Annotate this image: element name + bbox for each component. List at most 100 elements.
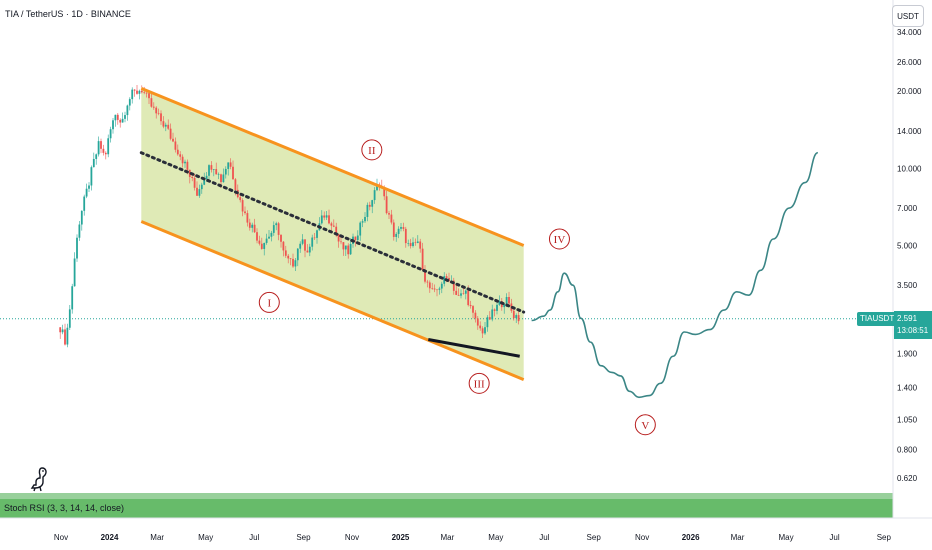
candle-body <box>462 293 465 294</box>
candle-body <box>128 99 131 106</box>
candle-body <box>296 248 299 261</box>
candle-body <box>196 187 198 196</box>
candle-body <box>186 161 189 170</box>
candle-body <box>114 114 117 121</box>
candle-body <box>272 225 275 233</box>
candle-body <box>335 226 338 235</box>
candle-body <box>498 301 501 305</box>
price-axis[interactable]: 34.000 26.000 20.000 14.000 10.000 7.000 5.000… <box>897 28 922 483</box>
candle-body <box>152 106 155 108</box>
candle-body <box>112 120 114 130</box>
candle-body <box>354 236 357 241</box>
candle-body <box>366 204 369 217</box>
candle-body <box>440 283 443 289</box>
candle-body <box>239 197 242 201</box>
currency-button[interactable]: USDT <box>892 5 924 27</box>
candle-body <box>181 156 184 164</box>
wave-label: I <box>267 297 271 309</box>
candle-body <box>330 223 333 226</box>
candle-body <box>157 113 160 114</box>
candle-body <box>414 242 417 243</box>
candle-body <box>100 141 102 149</box>
candle-body <box>71 286 74 310</box>
candle-body <box>438 288 441 290</box>
candle-body <box>179 154 182 157</box>
wave-label-circle <box>468 372 490 394</box>
candle-body <box>136 90 138 94</box>
time-axis[interactable]: Nov 2024 Mar May Jul Sep Nov 2025 Mar May Jul Sep No… <box>54 533 892 542</box>
candle-body <box>109 129 112 139</box>
candle-body <box>332 225 335 227</box>
channel-layer <box>141 88 524 380</box>
wave-label: V <box>641 420 649 432</box>
candle-body <box>126 105 129 116</box>
candle-body <box>388 213 390 215</box>
candle-body <box>517 315 520 322</box>
candle-body <box>474 312 477 319</box>
projection-path <box>531 151 819 399</box>
candle-body <box>145 92 148 94</box>
candle-body <box>342 242 345 250</box>
time-tick-label: 2025 <box>392 533 410 542</box>
candle-body <box>294 260 297 267</box>
candle-body <box>503 304 506 308</box>
candle-body <box>289 258 292 260</box>
channel-upper-line <box>140 86 525 247</box>
time-tick-label: Jul <box>829 533 839 542</box>
candle-body <box>198 189 201 196</box>
candle-body <box>275 223 278 226</box>
candle-body <box>121 118 124 123</box>
time-tick-label: Mar <box>731 533 745 542</box>
time-tick-label: 2024 <box>101 533 119 542</box>
candle-body <box>66 327 69 345</box>
candle-body <box>116 114 119 120</box>
support-line <box>428 338 520 358</box>
candle-body <box>460 293 462 296</box>
candle-body <box>433 288 436 290</box>
candle-body <box>212 169 215 170</box>
candle-body <box>143 92 146 93</box>
candle-body <box>421 248 424 270</box>
candle-body <box>376 184 378 191</box>
candle-body <box>359 222 362 236</box>
price-tick-label: 14.000 <box>897 127 922 136</box>
candle-body <box>268 236 270 239</box>
candle-body <box>349 244 352 255</box>
time-tick-label: May <box>488 533 503 542</box>
candle-body <box>508 296 510 304</box>
candle-body <box>191 176 194 179</box>
candle-body <box>248 222 251 228</box>
candle-body <box>306 250 309 253</box>
candle-body <box>431 288 434 289</box>
time-tick-label: Mar <box>150 533 164 542</box>
candle-body <box>220 174 222 183</box>
candle-body <box>407 243 410 244</box>
candle-body <box>241 200 244 212</box>
candle-body <box>59 327 62 333</box>
candle-body <box>68 309 71 328</box>
candle-body <box>64 329 66 345</box>
dino-logo-icon[interactable] <box>28 466 52 492</box>
candle-body <box>323 215 326 218</box>
candle-body <box>193 178 196 188</box>
candle-body <box>78 224 81 238</box>
candle-body <box>229 162 232 167</box>
candle-body <box>80 210 83 225</box>
candle-body <box>486 317 489 328</box>
candle-body <box>217 174 220 175</box>
candle-body <box>491 309 494 320</box>
candle-body <box>344 245 347 250</box>
candle-body <box>361 221 364 223</box>
candle-body <box>397 228 400 234</box>
candle-body <box>83 196 86 211</box>
wave-label: IV <box>554 234 566 246</box>
chart-title: TIA / TetherUS · 1D · BINANCE <box>5 9 131 19</box>
indicator-label[interactable]: Stoch RSI (3, 3, 14, 14, close) <box>4 503 125 513</box>
candle-body <box>472 306 474 313</box>
candle-body <box>448 277 450 281</box>
candle-body <box>325 215 328 218</box>
time-tick-label: Jul <box>539 533 549 542</box>
candle-body <box>124 115 126 119</box>
